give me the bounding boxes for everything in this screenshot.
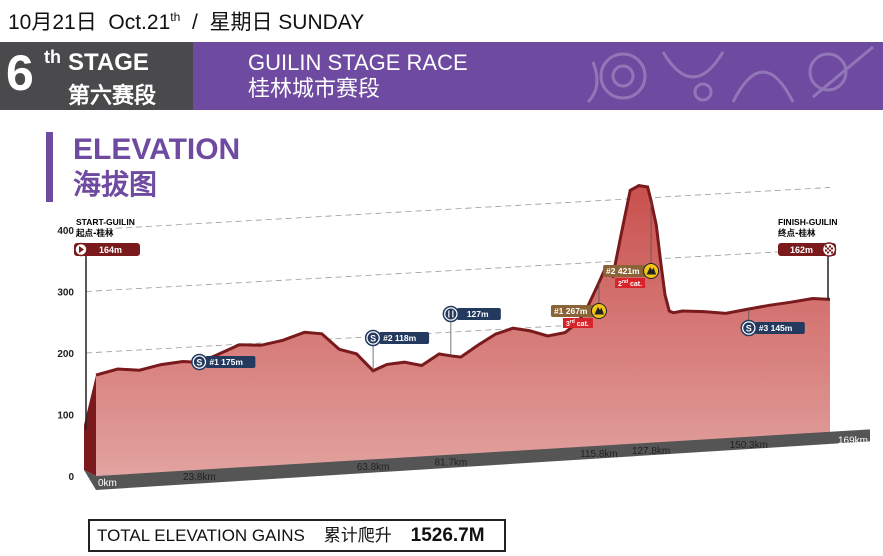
race-title: GUILIN STAGE RACE 桂林城市赛段: [248, 50, 468, 102]
race-title-en: GUILIN STAGE RACE: [248, 50, 468, 75]
play-icon: [79, 246, 84, 253]
point-badge: [754, 322, 805, 334]
start-label: START-GUILIN: [76, 217, 135, 227]
stage-number-box: 6 th STAGE 第六赛段: [0, 42, 193, 110]
section-title-en: ELEVATION: [73, 133, 241, 166]
y-tick-label: 300: [57, 288, 74, 299]
total-label-zh: 累计爬升: [323, 526, 392, 545]
mountain-icon: [594, 307, 604, 315]
y-tick-label: 100: [57, 411, 74, 422]
date-en: Oct.21: [108, 11, 171, 34]
point-badge-label: 127m: [467, 309, 489, 319]
gridline: [85, 187, 831, 231]
x-tick-label: 0km: [98, 478, 117, 489]
x-tick-label: 169km: [838, 435, 868, 446]
distance-base-strip: [84, 429, 870, 490]
stage-label-zh: 第六赛段: [68, 83, 157, 108]
total-elevation-box: TOTAL ELEVATION GAINS 累计爬升 1526.7M: [88, 519, 506, 552]
y-tick-label: 200: [57, 349, 74, 360]
finish-label: FINISH-GUILIN: [778, 217, 838, 227]
category-badge: [562, 318, 593, 328]
category-label: 3rd cat.: [566, 319, 589, 328]
finish-label-zh: 终点-桂林: [777, 228, 816, 239]
weekday: 星期日 SUNDAY: [209, 11, 365, 34]
climb-badge-label: #2 421m: [606, 266, 640, 276]
point-badge-label: #2 118m: [383, 333, 417, 343]
finish-elevation: 162m: [790, 245, 813, 255]
point-icon-disc: [445, 308, 457, 320]
point-badge-label: #1 175m: [209, 357, 243, 367]
x-tick-label: 63.8km: [357, 462, 390, 473]
climb-badge-label: #1 267m: [554, 306, 588, 316]
start-elevation: 164m: [99, 245, 122, 255]
start-elevation-badge: [74, 243, 140, 256]
sprint-icon: S: [746, 324, 752, 334]
checkered-flag-cell: [825, 245, 827, 248]
stage-banner: 6 th STAGE 第六赛段 GUILIN STAGE RACE 桂林城市赛段: [0, 42, 883, 110]
feed-zone-icon: [448, 310, 454, 318]
sprint-icon: S: [370, 334, 376, 344]
start-label-zh: 起点-桂林: [75, 228, 114, 239]
checkered-flag-cell: [827, 247, 829, 250]
gridline: [85, 248, 831, 292]
checkered-flag-cell: [829, 245, 831, 248]
category-label: 2nd cat.: [618, 279, 642, 288]
decorative-pattern-icon: [586, 45, 874, 104]
section-title: ELEVATION 海拔图: [46, 132, 240, 202]
x-tick-label: 23.8km: [183, 472, 216, 483]
stage-label-en: STAGE: [68, 49, 149, 76]
y-tick-label: 400: [57, 226, 74, 237]
x-tick-label: 81.7km: [434, 457, 467, 468]
stage-number: 6: [6, 45, 34, 101]
race-title-zh: 桂林城市赛段: [248, 76, 381, 101]
total-value: 1526.7M: [410, 525, 485, 546]
date-en-suffix: th: [170, 10, 181, 24]
category-badge: [615, 278, 646, 288]
stage-number-suffix: th: [44, 47, 61, 67]
elevation-profile-edge: [95, 184, 831, 377]
finish-elevation-badge: [778, 243, 836, 256]
x-tick-label: 115.8km: [580, 449, 618, 460]
checkered-flag-cell: [831, 247, 833, 250]
total-label-en: TOTAL ELEVATION GAINS: [97, 526, 305, 545]
point-icon-disc: [193, 356, 205, 368]
elevation-profile: [96, 185, 830, 476]
checkered-flag-cell: [831, 251, 833, 254]
checkered-flag-cell: [829, 249, 831, 252]
sprint-icon: S: [196, 358, 202, 368]
x-tick-label: 127.8km: [632, 446, 670, 457]
point-badge: [205, 356, 256, 368]
date-zh: 10月21日: [8, 11, 97, 34]
stage-date: 10月21日 Oct.21th / 星期日 SUNDAY: [8, 6, 364, 36]
checkered-flag-cell: [825, 249, 827, 252]
climb-badge: [550, 305, 595, 317]
point-badge-label: #3 145m: [759, 323, 793, 333]
profile-side-face: [84, 375, 96, 476]
date-separator: /: [191, 11, 198, 34]
checkered-flag-cell: [827, 251, 829, 254]
point-badge: [379, 332, 430, 344]
section-title-zh: 海拔图: [73, 169, 158, 200]
point-badge: [456, 308, 501, 320]
y-tick-label: 0: [68, 472, 74, 483]
point-icon-disc: [367, 332, 379, 344]
climb-badge: [603, 265, 648, 277]
point-icon-disc: [743, 322, 755, 334]
x-tick-label: 150.3km: [730, 440, 768, 451]
mountain-icon: [646, 267, 657, 275]
